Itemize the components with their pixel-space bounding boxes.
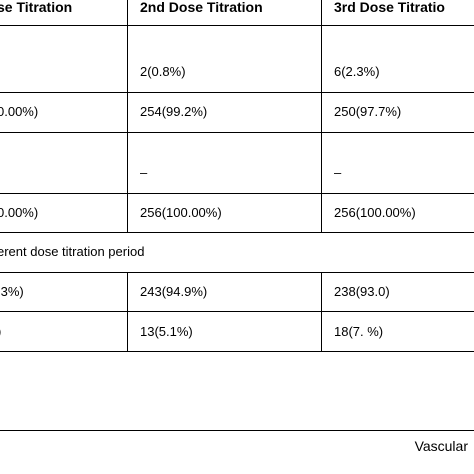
- column-divider: [127, 0, 128, 232]
- table-cell: 0.00%): [0, 205, 39, 220]
- column-divider: [127, 272, 128, 351]
- header-cell-2nd-dose: 2nd Dose Titration: [140, 0, 263, 15]
- table-cell: 0.00%): [0, 104, 39, 119]
- table-cell: –: [140, 165, 148, 180]
- table-cell: 254(99.2%): [140, 104, 208, 119]
- header-cell-3rd-dose: 3rd Dose Titratio: [334, 0, 445, 15]
- table-cell: 250(97.7%): [334, 104, 402, 119]
- table-rule: [0, 311, 474, 312]
- table-cell: 2(0.8%): [140, 64, 186, 79]
- table-rule: [0, 132, 474, 133]
- table-rule: [0, 232, 474, 233]
- table-cell: ): [0, 324, 1, 339]
- table-cell: 238(93.0): [334, 284, 390, 299]
- header-cell-1st-dose: se Titration: [0, 0, 73, 15]
- column-divider: [321, 272, 322, 351]
- table-cell: 243(94.9%): [140, 284, 208, 299]
- table-rule: [0, 430, 474, 431]
- section-label: erent dose titration period: [0, 244, 145, 259]
- column-divider: [321, 0, 322, 232]
- table-rule: [0, 92, 474, 93]
- table-rule: [0, 272, 474, 273]
- table-rule: [0, 25, 474, 26]
- table-cell: 256(100.00%): [140, 205, 222, 220]
- table-cell: .3%): [0, 284, 24, 299]
- table-rule: [0, 193, 474, 194]
- table-cell: 18(7. %): [334, 324, 384, 339]
- table-cell: 256(100.00%): [334, 205, 416, 220]
- table-cell: 13(5.1%): [140, 324, 193, 339]
- table-rule: [0, 351, 474, 352]
- table-cell: –: [334, 165, 342, 180]
- journal-footer-text: Vascular: [414, 438, 468, 454]
- table-cell: 6(2.3%): [334, 64, 380, 79]
